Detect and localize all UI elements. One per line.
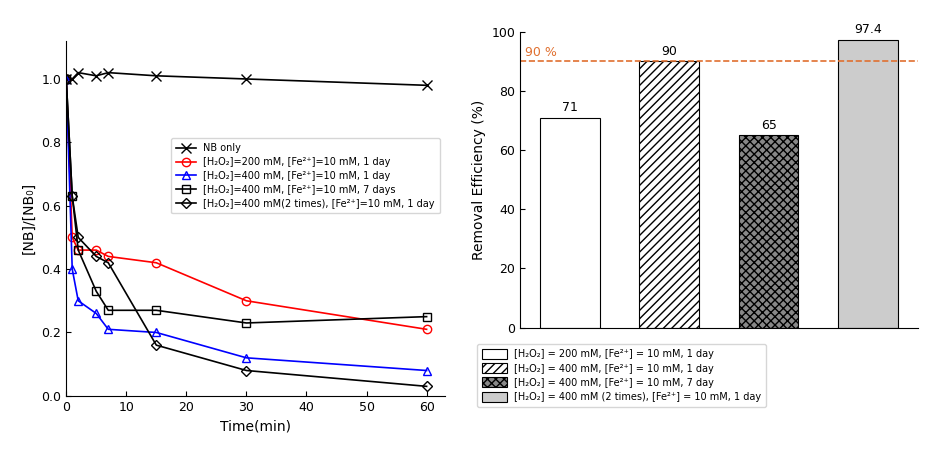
[H₂O₂]=400 mM, [Fe²⁺]=10 mM, 7 days [150,308,162,313]
NB only [61,76,72,82]
Y-axis label: [NB]/[NB₀]: [NB]/[NB₀] [22,182,36,254]
[H₂O₂]=400 mM, [Fe²⁺]=10 mM, 1 day [421,368,432,373]
Legend: [H₂O₂] = 200 mM, [Fe²⁺] = 10 mM, 1 day, [H₂O₂] = 400 mM, [Fe²⁺] = 10 mM, 1 day, : [H₂O₂] = 200 mM, [Fe²⁺] = 10 mM, 1 day, … [478,344,766,407]
[H₂O₂]=400 mM, [Fe²⁺]=10 mM, 1 day [150,330,162,335]
NB only [73,70,84,76]
[H₂O₂]=400 mM(2 times), [Fe²⁺]=10 mM, 1 day [61,76,72,82]
NB only [91,73,102,79]
[H₂O₂]=400 mM, [Fe²⁺]=10 mM, 1 day [91,311,102,316]
Text: 65: 65 [761,119,777,132]
[H₂O₂]=400 mM(2 times), [Fe²⁺]=10 mM, 1 day [66,193,78,199]
[H₂O₂]=400 mM, [Fe²⁺]=10 mM, 7 days [240,320,252,326]
[H₂O₂]=200 mM, [Fe²⁺]=10 mM, 1 day [150,260,162,265]
[H₂O₂]=400 mM, [Fe²⁺]=10 mM, 7 days [102,308,114,313]
NB only [66,76,78,82]
[H₂O₂]=400 mM, [Fe²⁺]=10 mM, 1 day [73,298,84,303]
Text: 97.4: 97.4 [854,23,882,36]
[H₂O₂]=400 mM(2 times), [Fe²⁺]=10 mM, 1 day [421,384,432,389]
[H₂O₂]=400 mM, [Fe²⁺]=10 mM, 7 days [66,193,78,199]
[H₂O₂]=400 mM(2 times), [Fe²⁺]=10 mM, 1 day [150,343,162,348]
[H₂O₂]=400 mM(2 times), [Fe²⁺]=10 mM, 1 day [102,260,114,265]
[H₂O₂]=200 mM, [Fe²⁺]=10 mM, 1 day [421,327,432,332]
Bar [739,135,798,328]
[H₂O₂]=400 mM(2 times), [Fe²⁺]=10 mM, 1 day [73,235,84,240]
Line: NB only: NB only [61,68,431,90]
[H₂O₂]=400 mM, [Fe²⁺]=10 mM, 1 day [61,76,72,82]
Y-axis label: Removal Efficiency (%): Removal Efficiency (%) [472,100,486,260]
[H₂O₂]=400 mM, [Fe²⁺]=10 mM, 7 days [421,314,432,319]
[H₂O₂]=400 mM(2 times), [Fe²⁺]=10 mM, 1 day [91,254,102,259]
[H₂O₂]=400 mM, [Fe²⁺]=10 mM, 1 day [240,355,252,360]
Bar [838,40,898,328]
[H₂O₂]=200 mM, [Fe²⁺]=10 mM, 1 day [73,248,84,253]
Line: [H₂O₂]=400 mM, [Fe²⁺]=10 mM, 7 days: [H₂O₂]=400 mM, [Fe²⁺]=10 mM, 7 days [62,75,430,327]
[H₂O₂]=400 mM, [Fe²⁺]=10 mM, 7 days [91,288,102,294]
[H₂O₂]=400 mM, [Fe²⁺]=10 mM, 1 day [102,327,114,332]
[H₂O₂]=400 mM(2 times), [Fe²⁺]=10 mM, 1 day [240,368,252,373]
[H₂O₂]=400 mM, [Fe²⁺]=10 mM, 7 days [73,248,84,253]
Bar [639,61,699,328]
X-axis label: Time(min): Time(min) [219,419,291,433]
[H₂O₂]=200 mM, [Fe²⁺]=10 mM, 1 day [66,235,78,240]
[H₂O₂]=200 mM, [Fe²⁺]=10 mM, 1 day [102,254,114,259]
Legend: NB only, [H₂O₂]=200 mM, [Fe²⁺]=10 mM, 1 day, [H₂O₂]=400 mM, [Fe²⁺]=10 mM, 1 day,: NB only, [H₂O₂]=200 mM, [Fe²⁺]=10 mM, 1 … [171,138,440,213]
[H₂O₂]=400 mM, [Fe²⁺]=10 mM, 7 days [61,76,72,82]
NB only [150,73,162,79]
Line: [H₂O₂]=400 mM, [Fe²⁺]=10 mM, 1 day: [H₂O₂]=400 mM, [Fe²⁺]=10 mM, 1 day [62,75,430,374]
NB only [102,70,114,76]
Text: 71: 71 [562,101,578,114]
[H₂O₂]=200 mM, [Fe²⁺]=10 mM, 1 day [240,298,252,303]
[H₂O₂]=200 mM, [Fe²⁺]=10 mM, 1 day [91,248,102,253]
Line: [H₂O₂]=200 mM, [Fe²⁺]=10 mM, 1 day: [H₂O₂]=200 mM, [Fe²⁺]=10 mM, 1 day [62,75,430,334]
NB only [421,83,432,88]
NB only [240,76,252,82]
[H₂O₂]=400 mM, [Fe²⁺]=10 mM, 1 day [66,266,78,272]
Line: [H₂O₂]=400 mM(2 times), [Fe²⁺]=10 mM, 1 day: [H₂O₂]=400 mM(2 times), [Fe²⁺]=10 mM, 1 … [62,76,430,390]
[H₂O₂]=200 mM, [Fe²⁺]=10 mM, 1 day [61,76,72,82]
Text: 90 %: 90 % [525,46,557,59]
Bar [540,118,600,328]
Text: 90: 90 [661,45,677,58]
